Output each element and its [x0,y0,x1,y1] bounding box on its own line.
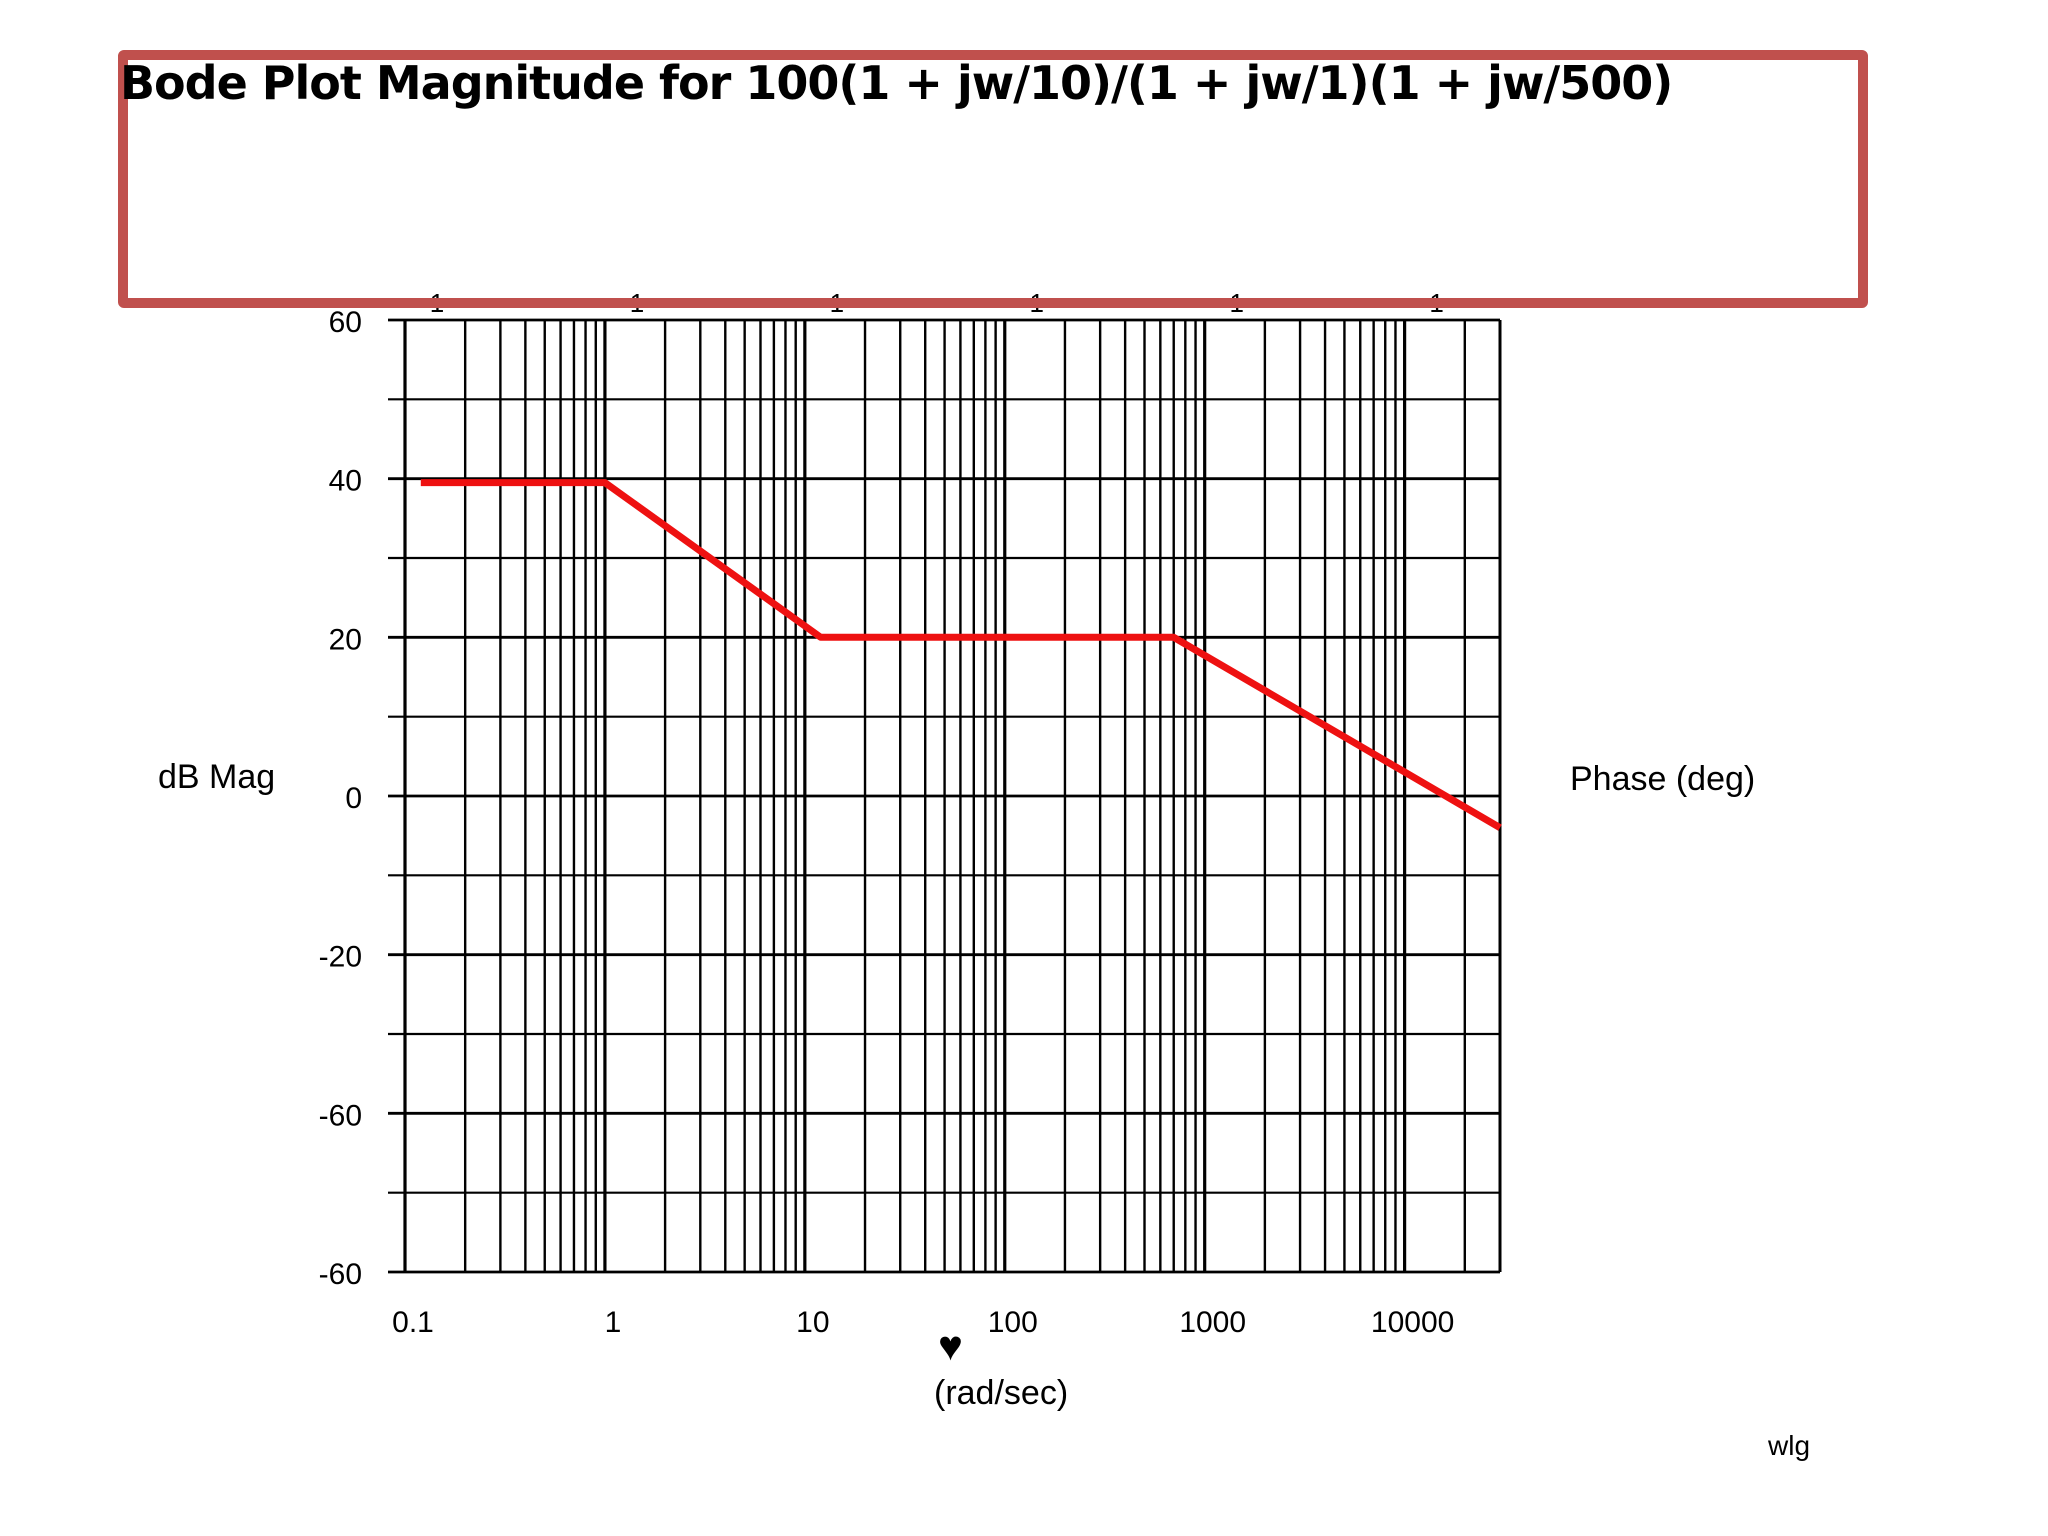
title-highlight-box [118,50,1868,308]
chart-series [420,479,1502,831]
y-tick-label: 40 [329,465,362,498]
y-tick-label: -20 [319,941,362,974]
magnitude-curve [420,479,1502,831]
secondary-y-axis-label: Phase (deg) [1570,760,1756,798]
chart-grid [388,318,1502,1274]
x-axis-label: (rad/sec) [934,1374,1069,1412]
x-tick-label: 1000 [1179,1306,1246,1339]
y-axis-label: dB Mag [158,758,276,796]
y-tick-label: -60 [319,1099,362,1132]
x-tick-label: 0.1 [392,1306,434,1339]
x-tick-label: 10000 [1371,1306,1454,1339]
y-tick-label: -60 [319,1258,362,1291]
omega-symbol: ♥ [938,1322,963,1369]
x-tick-label: 10 [796,1306,829,1339]
y-tick-label: 60 [329,306,362,339]
x-tick-label: 1 [605,1306,622,1339]
author-credit: wlg [1768,1430,1811,1461]
chart-title: Bode Plot Magnitude for 100(1 + jw/10)/(… [120,56,1673,110]
x-tick-label: 100 [988,1306,1038,1339]
y-tick-label: 20 [329,623,362,656]
y-tick-label: 0 [345,782,362,815]
